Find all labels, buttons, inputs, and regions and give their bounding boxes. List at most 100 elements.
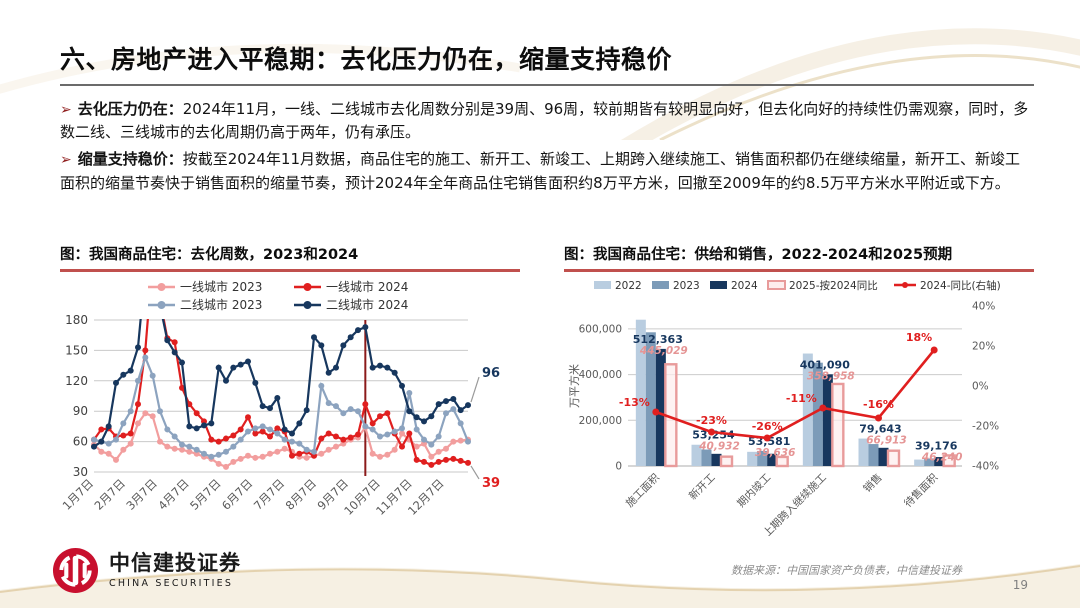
line-chart-legend: 一线城市 2023 一线城市 2024 二线城市 2023 二线城市 2024 <box>148 279 408 312</box>
page-title: 六、房地产进入平稳期：去化压力仍在，缩量支持稳价 <box>60 45 673 74</box>
svg-text:6月7日: 6月7日 <box>219 476 256 513</box>
bullet-2-lead: 缩量支持稳价： <box>77 150 183 169</box>
svg-text:401,090: 401,090 <box>800 358 850 371</box>
left-chart-title: 图：我国商品住宅：去化周数，2023和2024 <box>60 247 359 263</box>
svg-text:待售面积: 待售面积 <box>901 471 940 510</box>
svg-text:12月7日: 12月7日 <box>405 476 447 518</box>
company-logo: 中信建投证券 CHINA SECURITIES <box>52 547 241 594</box>
svg-text:445,029: 445,029 <box>639 345 688 357</box>
svg-text:79,643: 79,643 <box>859 423 901 436</box>
left-chart-panel: 图：我国商品住宅：去化周数，2023和2024 一线城市 2023 一线城市 20… <box>60 243 520 540</box>
bar-chart-grid: 0 200,000 400,000 600,000 <box>579 323 962 473</box>
svg-text:0: 0 <box>615 461 622 473</box>
charts-row: 图：我国商品住宅：去化周数，2023和2024 一线城市 2023 一线城市 20… <box>60 243 1034 540</box>
bullet-2-text: 按截至2024年11月数据，商品住宅的施工、新开工、新竣工、上期跨入继续施工、销… <box>60 150 1021 192</box>
svg-text:20%: 20% <box>972 341 995 353</box>
company-name-en: CHINA SECURITIES <box>109 577 234 589</box>
svg-text:40%: 40% <box>972 301 995 313</box>
bar-chart-legend: 2022 2023 2024 2025-按2024同比 2024-同比(右轴) <box>594 279 1001 292</box>
svg-text:53,254: 53,254 <box>692 429 735 442</box>
series-一线城市 2024 <box>91 319 471 468</box>
svg-text:新开工: 新开工 <box>686 471 717 502</box>
svg-text:2023: 2023 <box>673 280 700 292</box>
left-axis-title: 万平方米 <box>567 364 581 408</box>
svg-text:2月7日: 2月7日 <box>91 476 128 513</box>
svg-text:96: 96 <box>482 366 500 381</box>
svg-text:-20%: -20% <box>972 421 999 433</box>
svg-text:120: 120 <box>65 374 88 388</box>
svg-text:90: 90 <box>73 404 88 418</box>
svg-text:150: 150 <box>65 343 88 357</box>
svg-text:39,176: 39,176 <box>915 439 958 452</box>
yoy-line-series: -13% -23% -26% -11% -16% 18% <box>619 331 938 442</box>
bars-2024 <box>655 348 945 466</box>
deseasoning-weeks-line-chart: 一线城市 2023 一线城市 2024 二线城市 2023 二线城市 2024 30 60… <box>60 279 500 518</box>
svg-text:66,913: 66,913 <box>866 435 907 447</box>
svg-text:二线城市 2024: 二线城市 2024 <box>326 297 408 312</box>
svg-text:2024: 2024 <box>731 280 758 292</box>
svg-text:46,240: 46,240 <box>921 451 963 463</box>
company-name: 中信建投证券 CHINA SECURITIES <box>109 551 241 589</box>
svg-text:40,932: 40,932 <box>698 441 740 453</box>
svg-text:-40%: -40% <box>972 461 999 473</box>
svg-text:期内竣工: 期内竣工 <box>734 471 773 510</box>
right-chart-divider <box>564 269 1034 272</box>
svg-text:销售: 销售 <box>861 471 885 495</box>
svg-text:一线城市 2023: 一线城市 2023 <box>180 279 262 294</box>
bullet-arrow-icon: ➢ <box>60 152 72 169</box>
svg-text:-26%: -26% <box>752 420 783 433</box>
svg-text:358,958: 358,958 <box>807 370 855 382</box>
svg-text:-13%: -13% <box>619 396 650 409</box>
series-二线城市 2024 <box>91 319 471 450</box>
title-divider <box>60 84 1034 86</box>
svg-text:8月7日: 8月7日 <box>283 476 320 513</box>
svg-text:30: 30 <box>73 465 88 479</box>
bars-2022 <box>635 319 925 466</box>
svg-text:200,000: 200,000 <box>579 415 622 427</box>
line-chart-end-labels: 96 39 <box>470 366 500 491</box>
svg-text:1月7日: 1月7日 <box>60 476 96 513</box>
svg-text:二线城市 2023: 二线城市 2023 <box>180 297 262 312</box>
right-chart-panel: 图：我国商品住宅：供给和销售，2022-2024和2025预期 2022 2023… <box>564 243 1034 540</box>
supply-sales-bar-chart: 2022 2023 2024 2025-按2024同比 2024-同比(右轴) 0 200,… <box>567 279 1001 540</box>
series-二线城市 2023 <box>91 354 471 460</box>
bar-chart: 2022 2023 2024 2025-按2024同比 2024-同比(右轴) 0 200,… <box>564 274 1034 540</box>
line-chart-x-axis: 1月7日2月7日3月7日4月7日5月7日6月7日7月7日8月7日9月7日10月7… <box>60 476 447 518</box>
summary-bullets: ➢ 去化压力仍在：2024年11月，一线、二线城市去化周数分别是39周、96周，较… <box>60 98 1030 199</box>
svg-text:2024-同比(右轴): 2024-同比(右轴) <box>920 279 1001 292</box>
bullet-item-2: ➢ 缩量支持稳价：按截至2024年11月数据，商品住宅的施工、新开工、新竣工、上期… <box>60 148 1030 194</box>
left-chart-divider <box>60 269 520 272</box>
svg-text:600,000: 600,000 <box>579 323 622 335</box>
svg-text:400,000: 400,000 <box>579 369 622 381</box>
svg-text:施工面积: 施工面积 <box>623 471 662 510</box>
svg-text:18%: 18% <box>906 331 932 344</box>
svg-text:2025-按2024同比: 2025-按2024同比 <box>789 279 878 292</box>
svg-text:3月7日: 3月7日 <box>123 476 160 513</box>
bullet-1-lead: 去化压力仍在： <box>77 100 183 118</box>
svg-text:5月7日: 5月7日 <box>187 476 224 513</box>
right-chart-title: 图：我国商品住宅：供给和销售，2022-2024和2025预期 <box>564 247 953 263</box>
company-name-cn: 中信建投证券 <box>109 551 241 576</box>
svg-text:-23%: -23% <box>696 414 727 427</box>
title-block: 六、房地产进入平稳期：去化压力仍在，缩量支持稳价 <box>60 40 1034 86</box>
svg-text:39,636: 39,636 <box>755 447 796 459</box>
svg-text:7月7日: 7月7日 <box>251 476 288 513</box>
bullet-item-1: ➢ 去化压力仍在：2024年11月，一线、二线城市去化周数分别是39周、96周，较… <box>60 98 1030 144</box>
svg-text:180: 180 <box>65 313 88 327</box>
svg-text:512,363: 512,363 <box>633 333 683 346</box>
company-logo-icon <box>52 547 99 594</box>
line-chart: 一线城市 2023 一线城市 2024 二线城市 2023 二线城市 2024 30 60… <box>60 274 520 540</box>
svg-text:0%: 0% <box>972 381 989 393</box>
bullet-arrow-icon: ➢ <box>60 102 72 118</box>
page-number: 19 <box>1012 578 1028 592</box>
svg-text:2022: 2022 <box>615 280 642 292</box>
bars-2025-按2024同比 <box>664 363 956 468</box>
svg-text:60: 60 <box>73 435 88 449</box>
svg-text:-11%: -11% <box>786 392 817 405</box>
svg-text:39: 39 <box>482 476 500 491</box>
svg-text:4月7日: 4月7日 <box>155 476 192 513</box>
bars-2023 <box>645 332 935 466</box>
svg-text:-16%: -16% <box>863 398 894 411</box>
